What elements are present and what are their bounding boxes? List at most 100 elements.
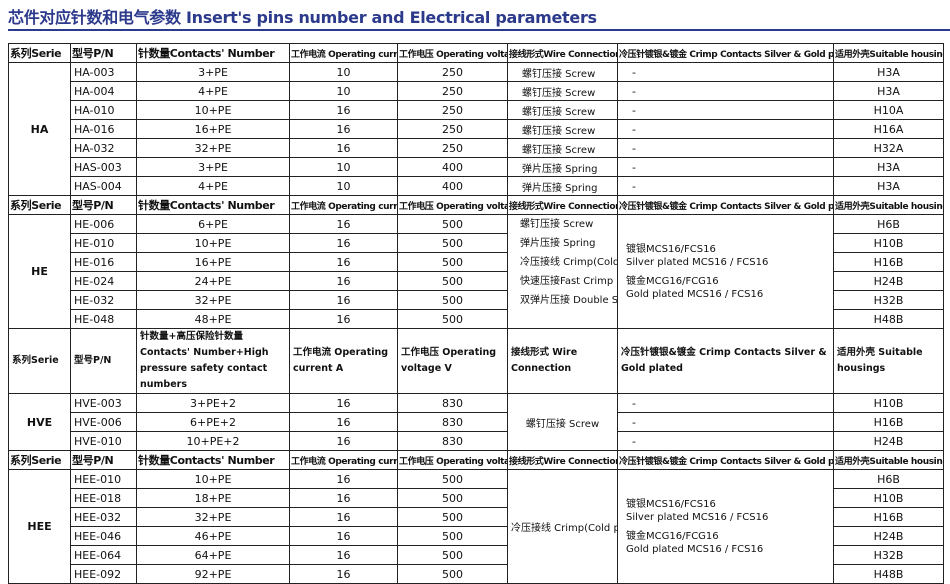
operating-current: 16 [289,271,398,291]
parameters-table: 系列Serie 型号P/N 针数量Contacts' Number 工作电流 Oper… [8,43,944,584]
operating-voltage: 500 [397,309,508,329]
contacts-number: 18+PE [136,488,290,508]
contacts-number: 64+PE [136,545,290,565]
contacts-number: 3+PE [136,62,290,82]
header-crimp: 冷压针镀银&镀金 Crimp Contacts Silver & Gold pl… [617,43,834,63]
wire-connection: 弹片压接 Spring [507,176,618,196]
part-number: HE-006 [70,214,137,234]
suitable-housing: H16B [833,412,944,432]
suitable-housing: H16A [833,119,944,139]
header-pn: 型号P/N [70,328,137,394]
crimp-contact-line: Gold plated MCS16 / FCS16 [626,288,764,300]
operating-current: 16 [289,138,398,158]
operating-current: 16 [289,233,398,253]
wire-connection: 螺钉压接 Screw [507,393,618,451]
part-number: HA-032 [70,138,137,158]
part-number: HEE-018 [70,488,137,508]
header-contacts: 针数量+高压保险针数量 Contacts' Number+High pressu… [136,328,290,394]
contacts-number: 32+PE [136,138,290,158]
operating-current: 10 [289,81,398,101]
operating-current: 16 [289,507,398,527]
operating-current: 16 [289,214,398,234]
wire-connection: 螺钉压接 Screw [507,62,618,82]
wire-connection: 弹片压接 Spring [507,157,618,177]
suitable-housing: H10B [833,393,944,413]
crimp-contacts: - [617,62,834,82]
part-number: HVE-003 [70,393,137,413]
part-number: HAS-004 [70,176,137,196]
header-housing: 适用外壳Suitable housings [833,450,944,470]
part-number: HE-010 [70,233,137,253]
contacts-number: 16+PE [136,119,290,139]
table-row: HE-032 32+PE 16 500 H32B [9,290,944,310]
part-number: HEE-032 [70,507,137,527]
operating-current: 16 [289,564,398,584]
contacts-number: 3+PE+2 [136,393,290,413]
suitable-housing: H32B [833,545,944,565]
operating-voltage: 250 [397,62,508,82]
header-housing: 适用外壳 Suitable housings [833,328,944,394]
crimp-contact-line: 镀金MCG16/FCG16 [626,275,719,287]
header-voltage: 工作电压 Operating voltage V [397,195,508,215]
contacts-number: 4+PE [136,176,290,196]
table-row: HA-010 10+PE 16 250 螺钉压接 Screw - H10A [9,100,944,120]
serie-label: HA [8,62,71,196]
crimp-contacts: - [617,138,834,158]
operating-current: 16 [289,290,398,310]
operating-voltage: 250 [397,138,508,158]
part-number: HE-016 [70,252,137,272]
crimp-contact-line: Gold plated MCS16 / FCS16 [626,543,764,555]
header-pn: 型号P/N [70,450,137,470]
suitable-housing: H16B [833,507,944,527]
operating-voltage: 250 [397,119,508,139]
crimp-contacts: - [617,412,834,432]
header-wire: 接线形式 Wire Connection [507,328,618,394]
suitable-housing: H3A [833,81,944,101]
serie-label: HVE [8,393,71,451]
operating-current: 10 [289,157,398,177]
table-row: HE-024 24+PE 16 500 H24B [9,271,944,291]
header-row: 系列Serie 型号P/N 针数量+高压保险针数量 Contacts' Number… [8,328,944,394]
table-row: HEE-046 46+PE 16 500 H24B [9,526,944,546]
contacts-number: 32+PE [136,290,290,310]
operating-voltage: 250 [397,100,508,120]
operating-current: 10 [289,62,398,82]
wire-connection-option: 弹片压接 Spring [520,238,596,249]
operating-current: 16 [289,469,398,489]
table-row: HVE HVE-003 3+PE+2 16 830 螺钉压接 Screw - H10B [8,393,944,451]
part-number: HEE-064 [70,545,137,565]
header-current: 工作电流 Operating current A [289,328,398,394]
suitable-housing: H48B [833,309,944,329]
header-contacts: 针数量Contacts' Number [136,450,290,470]
crimp-contact-line: Silver plated MCS16 / FCS16 [626,256,769,268]
contacts-number: 6+PE+2 [136,412,290,432]
suitable-housing: H24B [833,431,944,451]
header-housing: 适用外壳Suitable housings [833,195,944,215]
part-number: HE-024 [70,271,137,291]
suitable-housing: H6B [833,214,944,234]
crimp-contact-line: 镀金MCG16/FCG16 [626,530,719,542]
header-pn: 型号P/N [70,43,137,63]
operating-voltage: 500 [397,469,508,489]
header-row: 系列Serie 型号P/N 针数量Contacts' Number 工作电流 Oper… [8,43,944,63]
header-voltage: 工作电压 Operating voltage V [397,450,508,470]
crimp-contact-line: 镀银MCS16/FCS16 [626,498,716,510]
table-row: HVE-006 6+PE+2 16 830 - H16B [9,412,944,432]
operating-current: 16 [289,545,398,565]
contacts-number: 10+PE [136,469,290,489]
contacts-number: 3+PE [136,157,290,177]
header-serie: 系列Serie [8,43,71,63]
suitable-housing: H32A [833,138,944,158]
part-number: HVE-006 [70,412,137,432]
operating-voltage: 500 [397,252,508,272]
operating-current: 16 [289,488,398,508]
operating-voltage: 500 [397,271,508,291]
header-voltage: 工作电压 Operating voltage V [397,328,508,394]
part-number: HA-010 [70,100,137,120]
title-underline [8,29,950,31]
operating-voltage: 400 [397,176,508,196]
suitable-housing: H10A [833,100,944,120]
part-number: HAS-003 [70,157,137,177]
operating-voltage: 500 [397,564,508,584]
wire-connection: 螺钉压接 Screw [507,100,618,120]
